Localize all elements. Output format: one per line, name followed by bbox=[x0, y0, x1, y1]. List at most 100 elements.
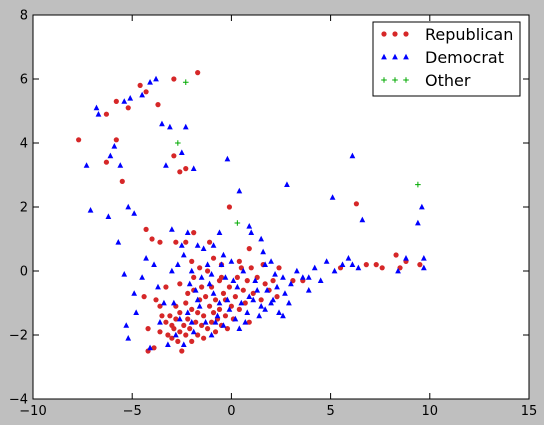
point-democrat bbox=[234, 283, 241, 290]
point-democrat bbox=[339, 261, 346, 267]
point-republican bbox=[177, 281, 183, 287]
point-democrat bbox=[252, 277, 259, 283]
point-republican bbox=[173, 316, 179, 322]
point-democrat bbox=[178, 242, 185, 248]
point-republican bbox=[159, 313, 165, 319]
point-republican bbox=[353, 201, 359, 207]
point-democrat bbox=[276, 309, 282, 315]
point-democrat bbox=[355, 264, 362, 271]
point-democrat bbox=[238, 299, 245, 306]
y-tick-label: 4 bbox=[20, 137, 28, 152]
point-democrat bbox=[180, 251, 187, 258]
point-republican bbox=[206, 303, 213, 309]
point-democrat bbox=[202, 319, 209, 325]
point-republican bbox=[248, 265, 254, 271]
point-republican bbox=[165, 332, 171, 338]
legend-marker-republican bbox=[403, 31, 409, 37]
x-tick-label: 10 bbox=[422, 404, 439, 419]
point-republican bbox=[201, 313, 207, 319]
point-republican bbox=[254, 274, 260, 280]
point-republican bbox=[157, 329, 163, 335]
point-democrat bbox=[93, 104, 100, 111]
point-republican bbox=[113, 98, 119, 104]
point-republican bbox=[189, 306, 195, 312]
point-republican bbox=[201, 335, 207, 341]
point-democrat bbox=[111, 143, 118, 149]
point-republican bbox=[226, 204, 233, 210]
point-republican bbox=[274, 294, 280, 300]
point-republican bbox=[244, 278, 250, 284]
point-democrat bbox=[186, 280, 193, 287]
point-republican bbox=[185, 290, 191, 296]
point-democrat bbox=[264, 287, 270, 293]
point-democrat bbox=[240, 267, 247, 274]
point-democrat bbox=[182, 123, 189, 130]
point-republican bbox=[191, 274, 197, 280]
point-democrat bbox=[418, 203, 425, 210]
legend-label: Republican bbox=[425, 25, 513, 44]
point-republican bbox=[270, 278, 276, 284]
point-democrat bbox=[262, 261, 269, 267]
point-republican bbox=[157, 303, 163, 309]
point-democrat bbox=[305, 287, 312, 293]
point-republican bbox=[189, 338, 195, 344]
point-republican bbox=[173, 239, 179, 245]
point-democrat bbox=[174, 261, 181, 267]
point-democrat bbox=[395, 267, 401, 274]
point-democrat bbox=[127, 95, 134, 101]
legend-marker-other bbox=[392, 77, 398, 83]
point-republican bbox=[204, 268, 211, 274]
point-democrat bbox=[184, 309, 191, 315]
x-tick-label: 5 bbox=[326, 404, 334, 419]
point-democrat bbox=[254, 287, 261, 293]
point-democrat bbox=[228, 258, 235, 264]
point-republican bbox=[203, 294, 209, 300]
point-democrat bbox=[272, 271, 278, 277]
point-republican bbox=[195, 70, 201, 76]
point-democrat bbox=[420, 264, 427, 271]
point-republican bbox=[169, 335, 175, 341]
y-tick-label: 6 bbox=[20, 73, 28, 88]
point-republican bbox=[199, 284, 205, 290]
legend-entry-democrat: Democrat bbox=[381, 48, 504, 67]
point-republican bbox=[113, 137, 119, 143]
axis-tick-labels: −10 −5 0 5 10 15 −4 −2 0 2 4 6 8 bbox=[9, 9, 537, 420]
y-tick-label: 8 bbox=[20, 9, 28, 24]
point-democrat bbox=[192, 287, 199, 293]
point-democrat bbox=[268, 299, 274, 306]
point-democrat bbox=[170, 299, 177, 306]
series-democrat bbox=[83, 75, 427, 351]
point-republican bbox=[208, 319, 215, 325]
point-democrat bbox=[83, 162, 90, 168]
point-democrat bbox=[194, 296, 201, 303]
point-republican bbox=[220, 290, 227, 296]
point-democrat bbox=[159, 120, 165, 127]
point-democrat bbox=[218, 261, 225, 267]
point-democrat bbox=[262, 306, 269, 312]
point-republican bbox=[76, 137, 82, 143]
point-democrat bbox=[157, 319, 163, 325]
point-other bbox=[234, 220, 241, 226]
legend-entries: Republican Democrat Other bbox=[381, 25, 513, 90]
y-tick-label: 0 bbox=[20, 265, 28, 280]
point-democrat bbox=[349, 152, 356, 159]
point-democrat bbox=[117, 162, 124, 168]
point-democrat bbox=[268, 258, 274, 264]
point-republican bbox=[119, 178, 125, 184]
point-democrat bbox=[180, 341, 187, 347]
point-democrat bbox=[169, 226, 175, 232]
point-democrat bbox=[190, 328, 197, 335]
point-republican bbox=[258, 297, 264, 303]
point-republican bbox=[373, 262, 379, 268]
point-democrat bbox=[169, 267, 175, 274]
point-democrat bbox=[206, 280, 213, 287]
point-democrat bbox=[198, 274, 205, 280]
point-republican bbox=[250, 290, 256, 296]
point-republican bbox=[103, 111, 110, 117]
point-republican bbox=[393, 252, 399, 258]
point-republican bbox=[185, 316, 191, 322]
point-republican bbox=[197, 265, 203, 271]
point-republican bbox=[236, 306, 242, 312]
point-democrat bbox=[125, 203, 132, 210]
point-republican bbox=[171, 76, 177, 82]
